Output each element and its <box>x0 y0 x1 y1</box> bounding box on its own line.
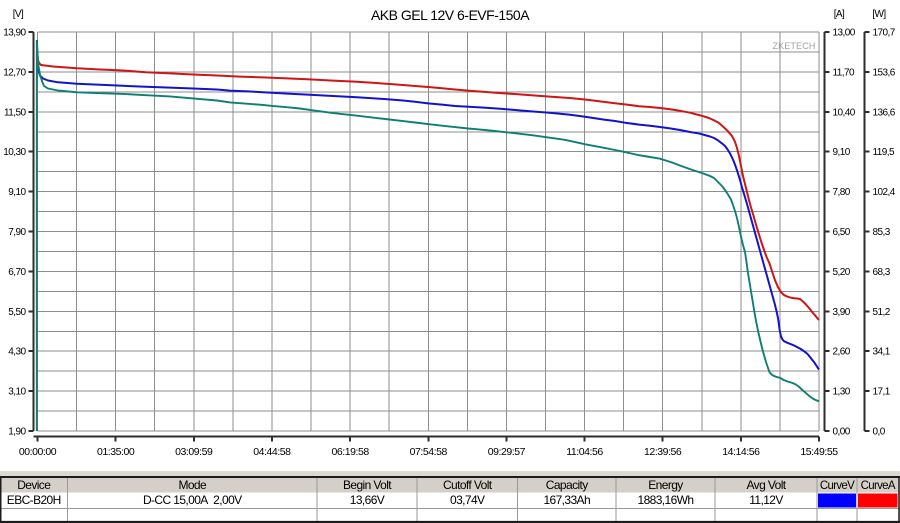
svg-text:9,10: 9,10 <box>833 147 851 158</box>
svg-text:EBC-B20H: EBC-B20H <box>7 493 61 507</box>
svg-text:12,70: 12,70 <box>3 67 26 78</box>
svg-text:14:14:56: 14:14:56 <box>722 446 760 458</box>
svg-text:10,40: 10,40 <box>833 107 856 118</box>
svg-text:[A]: [A] <box>834 9 845 20</box>
svg-text:Device: Device <box>17 478 51 492</box>
svg-text:167,33Ah: 167,33Ah <box>543 493 590 507</box>
svg-text:68,3: 68,3 <box>873 267 891 278</box>
svg-text:13,66V: 13,66V <box>350 493 385 507</box>
svg-text:7,80: 7,80 <box>833 187 851 198</box>
svg-text:170,7: 170,7 <box>873 28 896 39</box>
svg-text:7,90: 7,90 <box>8 227 26 238</box>
svg-text:Cutoff Volt: Cutoff Volt <box>443 478 493 492</box>
svg-text:9,10: 9,10 <box>8 187 26 198</box>
svg-text:0,0: 0,0 <box>873 427 886 438</box>
svg-text:0,00: 0,00 <box>833 427 851 438</box>
svg-text:1,90: 1,90 <box>8 427 26 438</box>
svg-text:11:04:56: 11:04:56 <box>566 446 603 458</box>
svg-text:119,5: 119,5 <box>873 147 896 158</box>
svg-text:01:35:00: 01:35:00 <box>97 446 135 458</box>
svg-text:12:39:56: 12:39:56 <box>644 446 682 458</box>
svg-text:[W]: [W] <box>872 9 886 20</box>
svg-text:07:54:58: 07:54:58 <box>410 446 448 458</box>
svg-text:6,50: 6,50 <box>833 227 851 238</box>
svg-text:03,74V: 03,74V <box>450 493 485 507</box>
svg-text:Mode: Mode <box>178 478 207 492</box>
svg-text:03:09:59: 03:09:59 <box>175 446 213 458</box>
svg-text:11,70: 11,70 <box>833 67 856 78</box>
svg-text:6,70: 6,70 <box>8 267 26 278</box>
svg-text:5,50: 5,50 <box>8 307 26 318</box>
svg-text:13,90: 13,90 <box>3 28 26 39</box>
svg-text:CurveV: CurveV <box>820 480 855 492</box>
svg-text:1,30: 1,30 <box>833 387 851 398</box>
svg-text:102,4: 102,4 <box>873 187 896 198</box>
svg-text:1883,16Wh: 1883,16Wh <box>638 493 694 507</box>
svg-text:Avg Volt: Avg Volt <box>746 478 786 492</box>
svg-text:D-CC 15,00A 2,00V: D-CC 15,00A 2,00V <box>143 493 242 507</box>
svg-text:06:19:58: 06:19:58 <box>331 446 369 458</box>
svg-text:09:29:57: 09:29:57 <box>488 446 526 458</box>
svg-text:AKB GEL 12V 6-EVF-150A: AKB GEL 12V 6-EVF-150A <box>371 7 530 23</box>
svg-text:[V]: [V] <box>13 9 24 20</box>
svg-text:10,30: 10,30 <box>3 147 26 158</box>
svg-text:Begin Volt: Begin Volt <box>343 478 392 492</box>
svg-text:17,1: 17,1 <box>873 387 891 398</box>
svg-text:5,20: 5,20 <box>833 267 851 278</box>
svg-text:51,2: 51,2 <box>873 307 891 318</box>
svg-text:3,10: 3,10 <box>8 387 26 398</box>
svg-text:34,1: 34,1 <box>873 347 891 358</box>
svg-text:13,00: 13,00 <box>833 28 856 39</box>
svg-text:11,12V: 11,12V <box>749 493 783 507</box>
svg-text:2,60: 2,60 <box>833 347 851 358</box>
svg-text:85,3: 85,3 <box>873 227 891 238</box>
svg-text:4,30: 4,30 <box>8 347 26 358</box>
svg-text:153,6: 153,6 <box>873 67 896 78</box>
svg-text:Capacity: Capacity <box>546 478 588 492</box>
svg-text:11,50: 11,50 <box>4 107 27 118</box>
svg-text:04:44:58: 04:44:58 <box>253 446 291 458</box>
svg-text:3,90: 3,90 <box>833 307 851 318</box>
svg-text:15:49:55: 15:49:55 <box>800 446 838 458</box>
svg-text:CurveA: CurveA <box>861 480 896 492</box>
svg-text:00:00:00: 00:00:00 <box>19 446 57 458</box>
svg-text:136,6: 136,6 <box>873 107 896 118</box>
svg-text:Energy: Energy <box>648 478 683 492</box>
svg-text:ZKETECH: ZKETECH <box>772 41 815 51</box>
